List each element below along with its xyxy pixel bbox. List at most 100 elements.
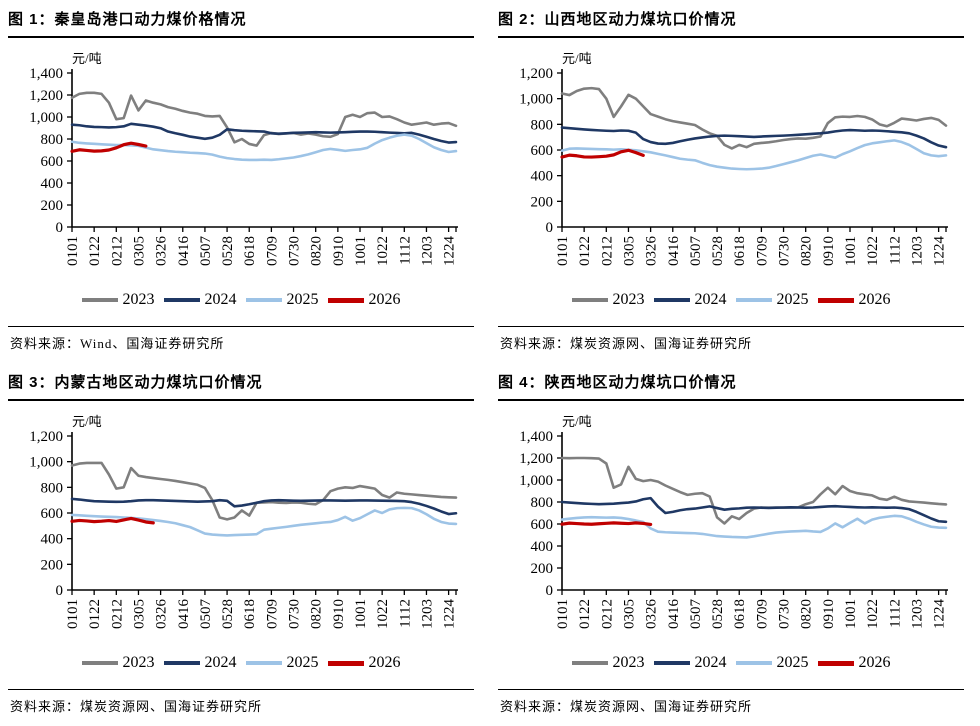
x-axis-tick-label: 0122 [87,599,103,629]
legend-item-2023: 2023 [81,654,155,672]
y-axis-unit-label: 元/吨 [72,51,102,66]
x-axis-tick-label: 1001 [843,236,859,266]
y-axis-tick-label: 600 [41,506,64,522]
series-line-2023 [560,86,948,150]
series-line-2024 [560,496,948,524]
source-note: 资料来源：煤炭资源网、国海证券研究所 [498,689,964,726]
x-axis-tick-label: 0730 [287,599,303,629]
figure-panel-1: 图 1：秦皇岛港口动力煤价格情况 元/吨 0 200 400 600 800 1,000 1… [0,0,490,363]
legend-swatch-2025 [735,298,772,302]
y-axis-tick-label: 1,000 [29,455,63,471]
x-axis-tick-label: 1001 [843,599,859,629]
series-line-2025 [70,506,458,537]
x-axis-tick-label: 0820 [309,236,325,266]
figure-title-2: 图 2：山西地区动力煤坑口价情况 [498,6,964,38]
y-axis-tick-label: 1,200 [29,429,63,445]
x-axis-tick-label: 0820 [799,236,815,266]
line-chart-shaanxi: 0 200 400 600 800 1,000 1,200 1,400 0101 0122 0212… [498,428,964,650]
x-axis-tick-label: 0326 [154,599,170,630]
legend-item-2025: 2025 [245,654,319,672]
x-axis-tick-label: 0709 [754,236,770,266]
x-axis-tick-label: 0820 [309,599,325,629]
series-line-2023 [70,91,458,147]
legend-swatch-2026 [817,297,854,303]
series-line-2026 [70,516,155,525]
y-axis-tick-label: 0 [546,220,554,236]
legend-label-2025: 2025 [776,291,809,308]
x-axis-tick-label: 0820 [799,599,815,629]
x-axis-tick-label: 1203 [909,236,925,266]
legend-swatch-2025 [735,661,772,665]
x-axis-tick-label: 1022 [865,236,881,266]
x-axis-tick-label: 1112 [397,236,413,265]
legend-swatch-2026 [817,660,854,666]
legend-swatch-2026 [327,660,364,666]
legend-swatch-2023 [571,298,608,302]
y-axis-tick-label: 400 [41,532,64,548]
y-axis-unit-label: 元/吨 [562,414,592,429]
y-axis-tick-label: 0 [546,583,554,599]
x-axis-tick-label: 0122 [87,236,103,266]
figure-panel-2: 图 2：山西地区动力煤坑口价情况 元/吨 0 200 400 600 800 1,000 1… [490,0,980,363]
x-axis-tick-label: 1224 [442,599,458,630]
x-axis-tick-label: 0122 [577,599,593,629]
source-note: 资料来源：煤炭资源网、国海证券研究所 [498,326,964,363]
legend-item-2024: 2024 [653,291,727,309]
legend-swatch-2023 [571,661,608,665]
legend-label-2024: 2024 [204,654,237,671]
x-axis-tick-label: 1203 [419,599,435,629]
x-axis-tick-label: 0305 [131,236,147,266]
series-line-2024 [560,126,948,149]
figure-panel-3: 图 3：内蒙古地区动力煤坑口价情况 元/吨 0 200 400 600 800 1,000… [0,363,490,726]
legend-swatch-2026 [327,297,364,303]
y-axis-unit-label: 元/吨 [562,51,592,66]
y-axis-tick-label: 400 [41,176,64,192]
series-line-2026 [560,148,645,159]
legend-item-2023: 2023 [571,291,645,309]
legend-item-2025: 2025 [735,654,809,672]
legend-label-2024: 2024 [694,291,727,308]
legend-swatch-2024 [653,661,690,665]
y-axis-tick-label: 200 [531,194,554,210]
y-axis-tick-label: 600 [41,154,64,170]
x-axis-tick-label: 0326 [154,236,170,267]
y-axis-tick-label: 1,000 [519,473,553,489]
x-axis-tick-label: 0101 [65,236,81,266]
legend-swatch-2024 [163,661,200,665]
legend-swatch-2025 [245,661,282,665]
legend-label-2025: 2025 [776,654,809,671]
x-axis-tick-label: 0709 [264,236,280,266]
series-line-2023 [560,456,948,525]
chart-svg: 0 200 400 600 800 1,000 1,200 1,400 0101 0122 0212… [519,429,948,630]
x-axis-tick-label: 0305 [621,236,637,266]
legend-label-2026: 2026 [858,654,891,671]
series-line-2024 [70,497,458,516]
x-axis-tick-label: 1224 [442,236,458,267]
legend-label-2026: 2026 [368,654,401,671]
source-note: 资料来源：煤炭资源网、国海证券研究所 [8,689,474,726]
y-axis-tick-label: 200 [41,198,64,214]
x-axis-tick-label: 0618 [732,236,748,266]
x-axis-tick-label: 0507 [198,236,214,267]
x-axis-tick-label: 0730 [777,236,793,266]
x-axis-tick-label: 0416 [666,236,682,267]
legend-label-2023: 2023 [612,654,645,671]
legend-item-2026: 2026 [327,291,401,309]
x-axis-tick-label: 0528 [710,599,726,629]
x-axis-tick-label: 0416 [666,599,682,630]
y-axis-tick-label: 1,000 [519,92,553,108]
y-axis-tick-label: 600 [531,143,554,159]
legend-label-2026: 2026 [368,291,401,308]
x-axis-tick-label: 0910 [821,236,837,266]
legend-label-2025: 2025 [286,291,319,308]
x-axis-tick-label: 0326 [644,236,660,267]
y-axis-tick-label: 1,400 [519,429,553,445]
x-axis-tick-label: 0326 [644,599,660,630]
x-axis-tick-label: 0709 [264,599,280,629]
y-axis-tick-label: 1,200 [29,88,63,104]
chart-legend: 2023 2024 2025 2026 [8,652,474,674]
x-axis-tick-label: 0730 [287,236,303,266]
x-axis-tick-label: 0507 [688,236,704,267]
y-axis-tick-label: 0 [56,583,64,599]
x-axis-tick-label: 0528 [220,599,236,629]
